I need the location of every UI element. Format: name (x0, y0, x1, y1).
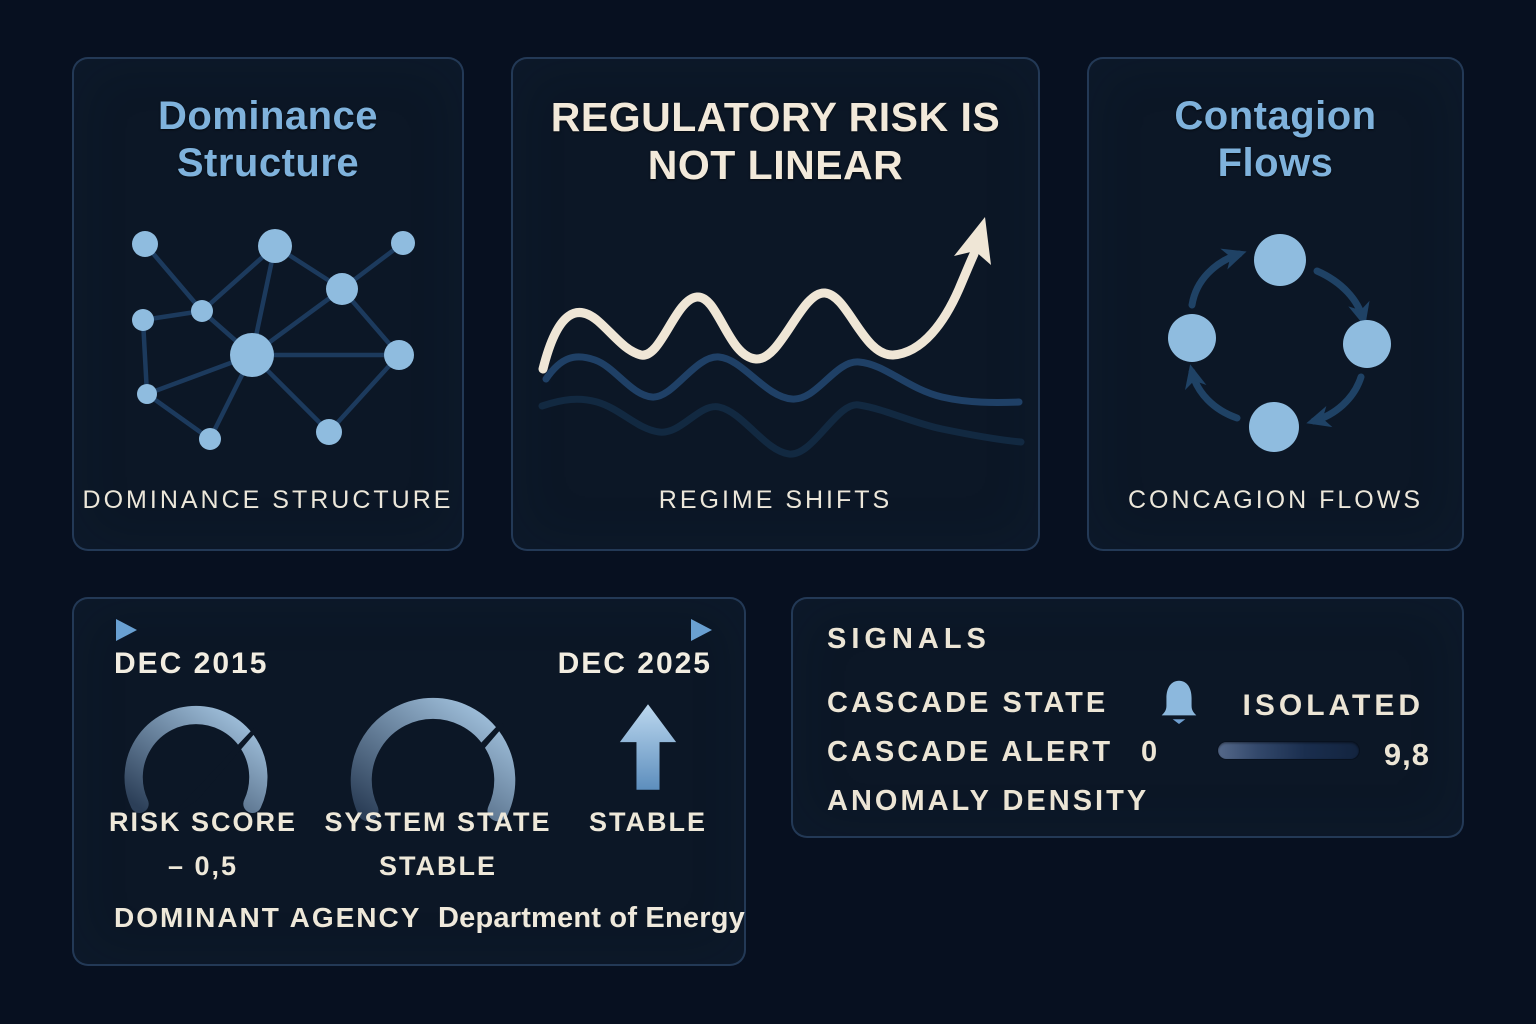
cascade-alert-count: 0 (1141, 736, 1159, 768)
risk-score-value: – 0,5 (167, 851, 239, 881)
regime-caption: REGIME SHIFTS (658, 486, 893, 514)
cascade-state-value: ISOLATED (1242, 689, 1424, 722)
regulatory-risk-card: REGULATORY RISK IS NOT LINEAR REGIME SHI… (511, 57, 1040, 551)
progress-bar-value: 9,8 (1383, 737, 1430, 772)
contagion-caption: CONCAGION FLOWS (1127, 486, 1423, 514)
cascade-alert-label: CASCADE ALERT 0 (827, 736, 1159, 768)
timeline-start-arrow-icon (116, 619, 137, 641)
timeline-end-arrow-icon (691, 619, 712, 641)
bell-icon (1161, 680, 1197, 724)
system-state-value: STABLE (379, 851, 497, 881)
signals-title: SIGNALS (827, 623, 991, 655)
contagion-flows-card: Contagion Flows CONCAGION FLOWS (1087, 57, 1464, 551)
system-state-label: SYSTEM STATE (324, 807, 552, 837)
gauge-icon (350, 697, 516, 822)
dominance-structure-card: Dominance Structure (72, 57, 464, 551)
arrow-up-icon (619, 704, 677, 790)
dominance-caption: DOMINANCE STRUCTURE (82, 486, 454, 514)
timeline-axis (116, 619, 722, 641)
network-graph-icon (132, 229, 415, 450)
dominant-agency-label: DOMINANT AGENCY (114, 902, 422, 933)
signals-card: SIGNALS CASCADE STATE ISOLATED CASCADE A… (791, 597, 1464, 838)
cycle-diagram-icon (1168, 234, 1391, 452)
rising-wave-chart-icon (538, 217, 1025, 458)
anomaly-density-label: ANOMALY DENSITY (827, 785, 1150, 817)
timeline-start-label: DEC 2015 (114, 647, 269, 680)
gauge-icon (124, 705, 268, 814)
contagion-title: Contagion Flows (1174, 94, 1377, 186)
risk-score-label: RISK SCORE (108, 807, 298, 837)
timeline-metrics-card: DEC 2015 DEC 2025 RISK SCORE SYSTEM STAT… (72, 597, 746, 966)
stable-label: STABLE (589, 807, 707, 837)
timeline-end-label: DEC 2025 (557, 647, 712, 680)
cascade-state-label: CASCADE STATE (827, 687, 1109, 719)
dominance-title: Dominance Structure (157, 94, 379, 186)
progress-bar (1218, 742, 1359, 759)
dominant-agency-value: Department of Energy (438, 902, 745, 934)
regime-title: REGULATORY RISK IS NOT LINEAR (550, 94, 1001, 189)
